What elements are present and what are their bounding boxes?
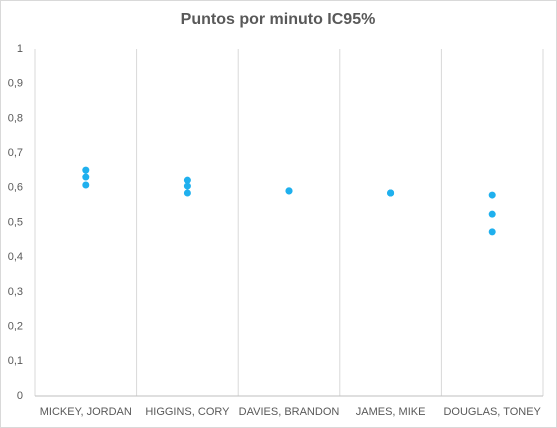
data-point (82, 181, 90, 189)
data-point (387, 189, 395, 197)
data-point (82, 166, 90, 174)
data-point (183, 182, 191, 190)
x-tick-label: DOUGLAS, TONEY (443, 406, 541, 418)
x-tick-label: JAMES, MIKE (356, 406, 426, 418)
x-tick-label: HIGGINS, CORY (145, 406, 230, 418)
y-tick-label: 0,9 (8, 78, 23, 90)
x-tick-label: MICKEY, JORDAN (40, 406, 132, 418)
data-point (488, 191, 496, 199)
x-tick-label: DAVIES, BRANDON (239, 406, 340, 418)
y-tick-label: 0 (17, 390, 23, 402)
y-tick-label: 0,5 (8, 216, 23, 228)
data-point (183, 176, 191, 184)
y-tick-label: 0,1 (8, 355, 23, 367)
y-tick-label: 0,4 (8, 251, 23, 263)
data-point (488, 228, 496, 236)
y-tick-label: 0,7 (8, 147, 23, 159)
y-tick-label: 0,2 (8, 321, 23, 333)
y-tick-label: 0,3 (8, 286, 23, 298)
data-point (488, 210, 496, 218)
chart-title: Puntos por minuto IC95% (181, 11, 376, 28)
y-tick-label: 0,8 (8, 112, 23, 124)
data-point (285, 187, 293, 195)
data-point (82, 173, 90, 181)
y-tick-label: 0,6 (8, 182, 23, 194)
data-point (183, 189, 191, 197)
y-tick-label: 1 (17, 43, 23, 55)
